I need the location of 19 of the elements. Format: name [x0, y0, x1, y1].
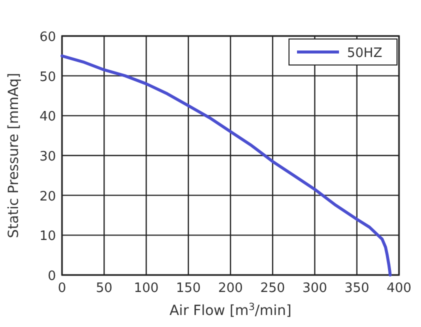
- x-tick-label: 150: [176, 281, 201, 296]
- y-tick-label: 30: [39, 150, 56, 164]
- x-tick-label: 0: [58, 281, 66, 296]
- y-tick-label: 60: [39, 30, 56, 45]
- x-tick-label: 350: [344, 281, 370, 296]
- x-tick-label: 400: [386, 281, 412, 296]
- legend-label: 50HZ: [347, 46, 382, 61]
- x-axis-title: Air Flow [m$^{3}$/min]: [169, 302, 292, 319]
- x-tick-label: 50: [96, 281, 112, 296]
- y-tick-label: 20: [39, 189, 56, 204]
- y-tick-label: 40: [39, 110, 56, 125]
- y-axis-title: Static Pressure [mmAq]: [6, 72, 22, 238]
- x-tick-label: 100: [134, 281, 159, 296]
- x-tick-label: 200: [218, 281, 243, 296]
- y-tick-label: 0: [48, 269, 56, 284]
- x-tick-label: 250: [260, 281, 286, 296]
- y-tick-label: 10: [39, 229, 56, 244]
- x-tick-label: 300: [302, 281, 328, 296]
- y-tick-label: 50: [39, 70, 56, 85]
